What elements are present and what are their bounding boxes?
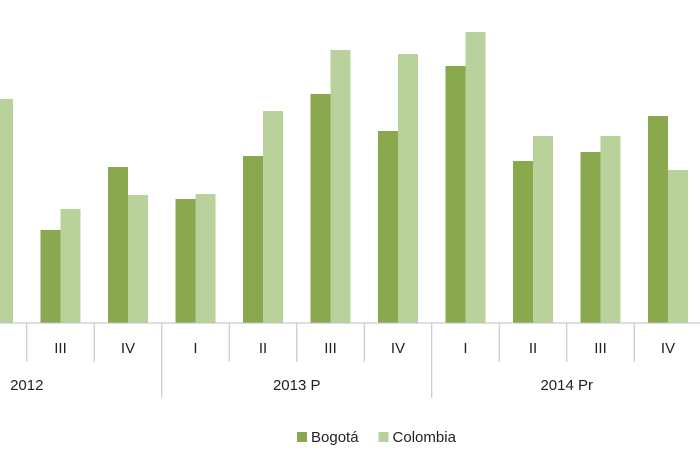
bar <box>513 161 533 323</box>
x-tick-label: II <box>529 340 537 357</box>
x-tick-label: II <box>259 340 267 357</box>
group-label: 2013 P <box>273 377 321 394</box>
x-tick-label: IV <box>121 340 135 357</box>
legend-swatch <box>378 432 389 442</box>
x-tick-label: IV <box>661 340 675 357</box>
x-tick-label: III <box>54 340 67 357</box>
bar <box>128 195 148 323</box>
legend-label: Colombia <box>393 429 457 446</box>
bar <box>175 199 196 323</box>
bar <box>263 111 283 323</box>
bar <box>378 131 398 323</box>
bar <box>668 170 688 323</box>
bar <box>398 54 418 323</box>
x-tick-label: I <box>463 340 467 357</box>
bar <box>60 209 81 323</box>
legend-swatch <box>297 432 307 442</box>
bar <box>195 194 216 323</box>
bar <box>648 116 668 323</box>
legend-label: Bogotá <box>311 429 359 446</box>
group-label: 2014 Pr <box>540 377 593 394</box>
x-tick-label: III <box>594 340 607 357</box>
bar <box>533 136 553 323</box>
bar <box>580 152 601 323</box>
x-tick-label: IV <box>391 340 405 357</box>
x-tick-label: III <box>324 340 337 357</box>
x-tick-label: I <box>193 340 197 357</box>
group-label: 2012 <box>10 377 43 394</box>
bar <box>108 167 128 323</box>
bar <box>600 136 621 323</box>
bar <box>243 156 263 323</box>
bar <box>465 32 486 323</box>
bar <box>310 94 331 323</box>
bar <box>0 99 13 323</box>
bar <box>445 66 466 323</box>
bar <box>40 230 61 323</box>
bar <box>330 50 351 323</box>
